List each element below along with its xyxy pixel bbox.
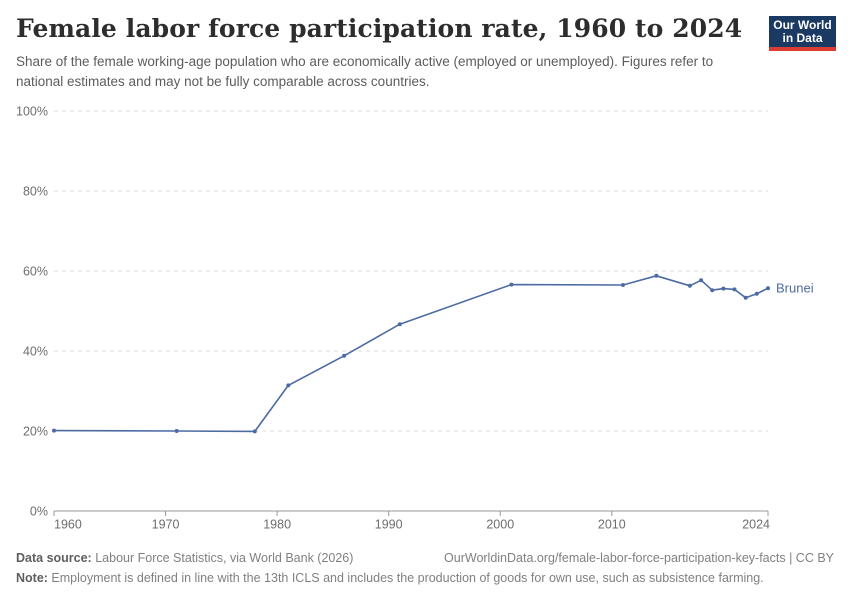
chart-url-link[interactable]: OurWorldinData.org/female-labor-force-pa… — [444, 551, 834, 565]
data-source-label: Data source: — [16, 551, 92, 565]
owid-logo-line2: in Data — [782, 31, 823, 45]
entity-label: Brunei — [776, 281, 814, 296]
owid-logo: Our World in Data — [769, 16, 836, 51]
x-tick-label: 1980 — [263, 518, 291, 532]
data-source-text: Labour Force Statistics, via World Bank … — [91, 551, 354, 565]
data-point-marker — [732, 287, 737, 292]
y-tick-label: 100% — [16, 105, 48, 119]
data-point-marker — [710, 288, 715, 293]
y-tick-label: 40% — [23, 345, 48, 359]
data-point-marker — [699, 278, 704, 283]
x-tick-label: 2024 — [742, 518, 770, 532]
y-tick-label: 20% — [23, 425, 48, 439]
data-point-marker — [397, 322, 402, 327]
data-point-marker — [509, 282, 514, 287]
y-tick-label: 0% — [30, 505, 48, 519]
chart-footer: Data source: Labour Force Statistics, vi… — [16, 548, 834, 588]
data-point-marker — [721, 286, 726, 291]
page-title: Female labor force participation rate, 1… — [16, 14, 743, 43]
data-point-marker — [621, 283, 625, 287]
y-tick-label: 80% — [23, 185, 48, 199]
data-point-marker — [342, 353, 347, 358]
data-point-marker — [743, 295, 748, 300]
data-point-marker — [654, 273, 659, 278]
chart-subtitle: Share of the female working-age populati… — [16, 54, 714, 89]
data-point-marker — [766, 286, 770, 291]
chart-note-text: Employment is defined in line with the 1… — [47, 571, 764, 585]
x-tick-label: 2010 — [598, 518, 626, 532]
x-tick-label: 1970 — [152, 518, 180, 532]
data-point-marker — [252, 429, 257, 434]
data-point-marker — [286, 383, 291, 388]
data-point-marker — [687, 283, 692, 288]
chart-note-label: Note: — [16, 571, 48, 585]
y-tick-label: 60% — [23, 265, 48, 279]
data-point-marker — [174, 429, 179, 433]
x-tick-label: 1990 — [375, 518, 403, 532]
x-tick-label: 2000 — [486, 518, 514, 532]
chart-note: Note: Employment is defined in line with… — [16, 568, 834, 588]
data-point-marker — [754, 291, 759, 296]
data-source: Data source: Labour Force Statistics, vi… — [16, 548, 353, 568]
data-point-marker — [52, 428, 56, 433]
x-tick-label: 1960 — [54, 518, 82, 532]
data-line — [53, 275, 769, 433]
owid-logo-line1: Our World — [773, 18, 832, 32]
